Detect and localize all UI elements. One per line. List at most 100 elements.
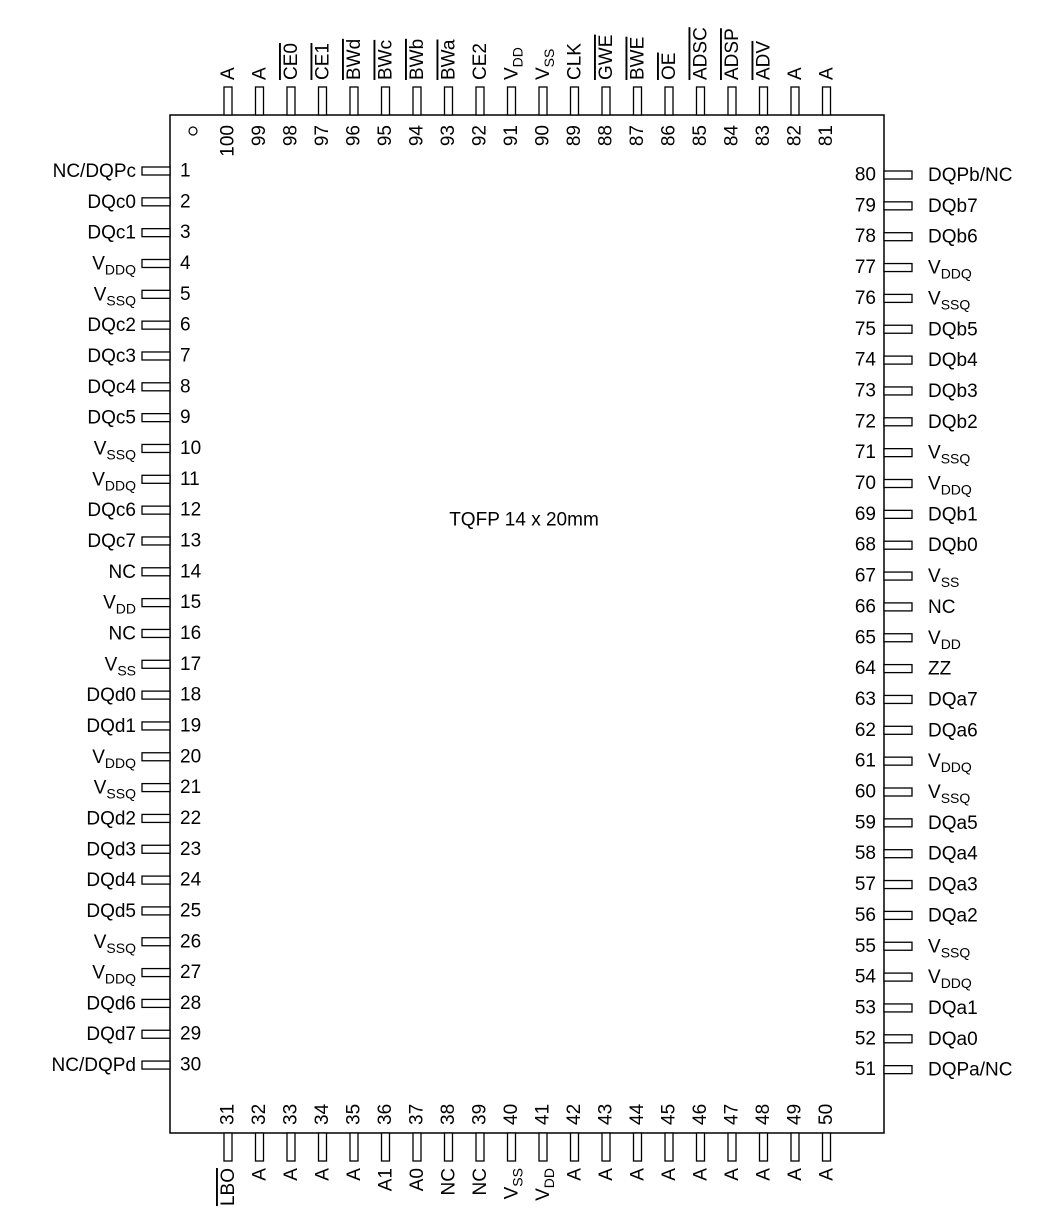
- pin-name-text: A: [344, 1168, 365, 1181]
- pin-name: ADV: [753, 41, 774, 80]
- pin-name-subscript: DD: [941, 636, 961, 652]
- pin-number: 41: [533, 1104, 554, 1125]
- pin-name: DQb6: [928, 226, 978, 247]
- pin-name-text: A: [816, 1168, 837, 1181]
- pin-number: 39: [470, 1104, 491, 1125]
- pin-number: 28: [180, 993, 201, 1014]
- pin-name-subscript: SSQ: [941, 296, 971, 312]
- pin-name-text: A: [785, 67, 806, 80]
- pin-name-text: DQa2: [928, 905, 978, 926]
- pin-number: 100: [218, 125, 239, 157]
- pin-number: 78: [855, 226, 876, 247]
- pin-name-text: DQb1: [928, 504, 978, 525]
- pin-name-text: BWb: [407, 39, 428, 80]
- pin-lead: [758, 1132, 769, 1162]
- pin-name: GWE: [596, 35, 617, 80]
- pin-number: 90: [533, 125, 554, 146]
- pin-lead: [141, 1060, 171, 1070]
- pin-lead: [883, 571, 913, 581]
- pin-name: VSSQ: [94, 438, 136, 463]
- pin-name: DQd1: [86, 715, 136, 736]
- pin-lead: [883, 478, 913, 489]
- pin-name: CE1: [312, 43, 333, 80]
- pin-name-text: NC: [109, 561, 136, 582]
- pin-name-subscript: SSQ: [941, 451, 971, 467]
- pin-number: 29: [180, 1024, 201, 1045]
- pin-name: DQa3: [928, 874, 978, 895]
- pin-name: A: [816, 1168, 837, 1181]
- pin-name-text: A: [249, 1168, 270, 1181]
- pin-name-text: V: [92, 962, 105, 983]
- pin-number: 81: [816, 125, 837, 146]
- pin-name: VDDQ: [92, 962, 136, 987]
- pin-name-text: A: [249, 67, 270, 80]
- pin-name: ADSP: [722, 28, 743, 80]
- pin-name-text: DQd2: [86, 808, 136, 829]
- pin-number: 25: [180, 900, 201, 921]
- pin-lead: [883, 694, 913, 705]
- pin-name-text: BWd: [344, 39, 365, 80]
- pin-lead: [349, 86, 359, 116]
- pin-lead: [443, 86, 454, 116]
- pin-name: A: [218, 67, 239, 80]
- pin-name-text: A: [690, 1168, 711, 1181]
- pin-lead: [883, 849, 913, 859]
- pin-lead: [141, 351, 171, 361]
- pin-name-text: DQc2: [87, 315, 136, 336]
- pin-name: VDD: [533, 1168, 558, 1201]
- pin-lead: [883, 972, 913, 982]
- pin-name: VSSQ: [928, 442, 970, 467]
- pin-name: A: [249, 1168, 270, 1181]
- pin-name: DQd3: [86, 839, 136, 860]
- pin-number: 79: [855, 195, 876, 216]
- pin-name-text: V: [94, 284, 107, 305]
- pin-name-text: DQb0: [928, 535, 978, 556]
- pin-name-text: A: [659, 1168, 680, 1181]
- pin-name: DQa0: [928, 1028, 978, 1049]
- package-label: TQFP 14 x 20mm: [449, 510, 599, 531]
- pin-name: DQd2: [86, 808, 136, 829]
- pin-name: DQb7: [928, 195, 978, 216]
- pin-name-text: CE2: [470, 43, 491, 80]
- pin-name: A: [753, 1168, 774, 1181]
- pin-lead: [883, 663, 913, 674]
- pin-name-subscript: SSQ: [941, 944, 971, 960]
- pin1-marker: [188, 126, 198, 136]
- pin-number: 40: [501, 1104, 522, 1125]
- pin-name: ADSC: [690, 27, 711, 80]
- pin-name: DQc6: [87, 500, 136, 521]
- pin-name: NC: [109, 623, 136, 644]
- pin-name-text: BWE: [627, 37, 648, 80]
- pin-lead: [317, 1132, 328, 1162]
- pin-name: VSSQ: [928, 782, 970, 807]
- pin-name: DQPa/NC: [928, 1059, 1012, 1080]
- pin-number: 32: [249, 1104, 270, 1125]
- pin-number: 97: [312, 125, 333, 146]
- pin-lead: [883, 910, 913, 921]
- pin-lead: [380, 86, 391, 116]
- pin-lead: [254, 86, 265, 116]
- pin-name: DQc1: [87, 222, 136, 243]
- pin-lead: [883, 355, 913, 365]
- pin-name: DQc4: [87, 376, 136, 397]
- pin-number: 51: [855, 1059, 876, 1080]
- pin-name-text: DQd1: [86, 715, 136, 736]
- pin-lead: [141, 752, 171, 762]
- pin-number: 71: [855, 442, 876, 463]
- pin-name: VDD: [103, 592, 136, 617]
- pin-lead: [349, 1132, 359, 1162]
- pin-name: NC/DQPc: [53, 161, 136, 182]
- pin-name-text: V: [94, 438, 107, 459]
- pin-name: VDD: [501, 47, 526, 80]
- pin-name-subscript: DDQ: [941, 266, 972, 282]
- pin-number: 82: [785, 125, 806, 146]
- pin-number: 42: [564, 1104, 585, 1125]
- pin-name: VSSQ: [94, 931, 136, 956]
- pin-name-text: V: [105, 654, 118, 675]
- pin-name-text: CE1: [312, 43, 333, 80]
- pin-name: DQb2: [928, 411, 978, 432]
- pin-lead: [141, 228, 171, 238]
- pin-number: 54: [855, 967, 877, 988]
- pin-lead: [569, 1132, 580, 1162]
- pin-name-subscript: SSQ: [106, 292, 136, 308]
